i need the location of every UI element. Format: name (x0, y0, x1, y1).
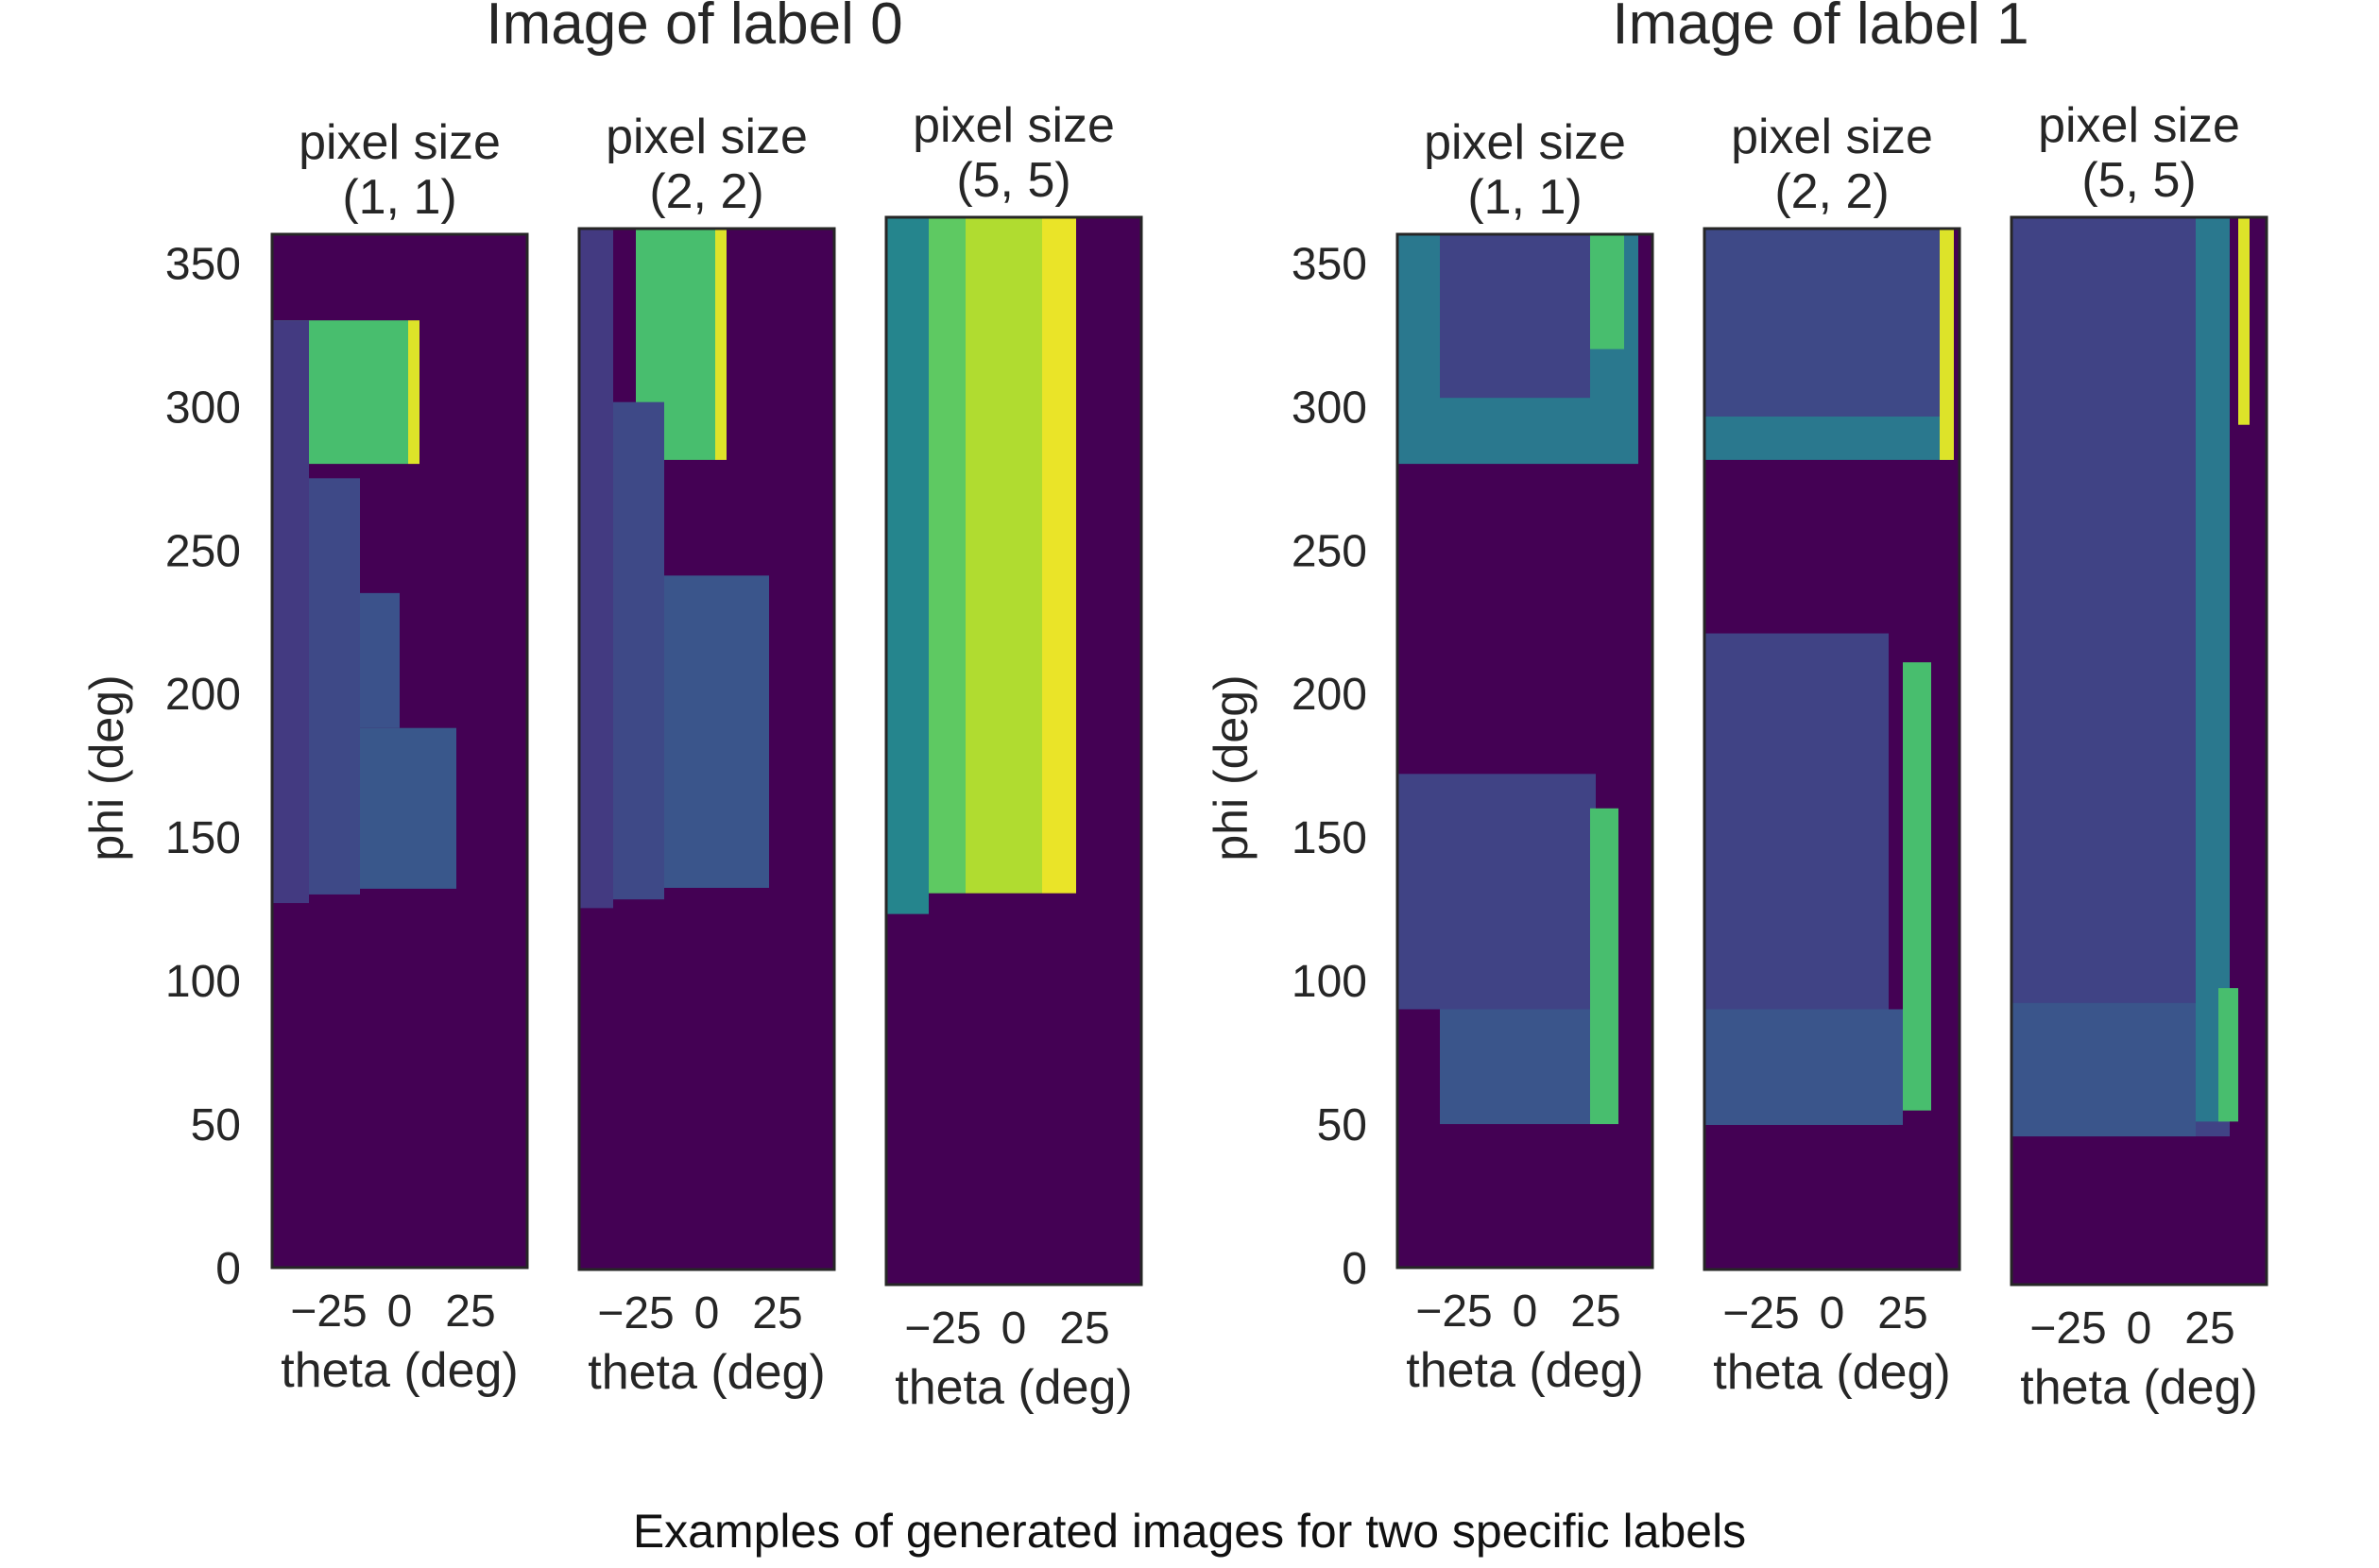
x-axis-label: theta (deg) (588, 1345, 826, 1400)
heatmap-cell (1903, 662, 1931, 1111)
panel-frame (577, 227, 836, 1271)
x-tick-label: −25 (904, 1304, 981, 1354)
panel-3: pixel size(5, 5) −25 0 25 theta (deg) (884, 98, 1143, 1415)
y-axis-label: phi (deg) (1205, 674, 1258, 861)
heatmap-cell (408, 320, 419, 465)
heatmap-cell (579, 229, 613, 909)
x-tick-label: 0 (2127, 1304, 2152, 1354)
heatmap-cell (1704, 1009, 1903, 1125)
y-tick-label: 200 (1292, 670, 1367, 720)
heatmap-cell (886, 217, 929, 914)
figure-caption: Examples of generated images for two spe… (632, 1505, 1747, 1558)
y-tick-label: 350 (1292, 239, 1367, 289)
heatmap-cell (2196, 217, 2230, 1122)
panel-subtitle: (1, 1) (1467, 170, 1582, 225)
heatmap-cell (1440, 1009, 1590, 1125)
x-tick-label: 0 (1513, 1287, 1538, 1337)
group-title: Image of label 1 (1612, 0, 2028, 57)
y-tick-label: 200 (165, 670, 241, 720)
heatmap-cell (2218, 988, 2238, 1122)
y-tick-label: 300 (165, 383, 241, 433)
heatmap-cell (360, 592, 400, 728)
heatmap-cell (1940, 229, 1954, 460)
panel-1: pixel size(1, 1) −25 0 25 theta (deg) 350 300 2… (1292, 115, 1654, 1398)
panel-frame (270, 232, 529, 1270)
panel-title: pixel size (2038, 98, 2240, 153)
panel-title: pixel size (913, 98, 1115, 153)
panel-subtitle: (1, 1) (342, 170, 456, 225)
y-tick-label: 300 (1292, 383, 1367, 433)
heatmap-cell (613, 401, 664, 900)
heatmap-cell (2238, 217, 2250, 425)
heatmap-cell (664, 575, 769, 888)
panel-subtitle: (5, 5) (956, 153, 1070, 208)
panel-frame (1395, 232, 1654, 1270)
panel-subtitle: (5, 5) (2081, 153, 2196, 208)
panel-2: pixel size(2, 2) −25 0 25 theta (deg) (1703, 110, 1961, 1400)
panel-2: pixel size(2, 2) −25 0 25 theta (deg) (577, 110, 836, 1400)
panel-1: pixel size(1, 1) −25 0 25 theta (deg) 350 300 2… (165, 115, 529, 1398)
heatmap-cell (715, 229, 727, 460)
panel-subtitle: (2, 2) (1774, 164, 1889, 219)
panel-title: pixel size (299, 115, 501, 170)
y-tick-label: 150 (1292, 813, 1367, 863)
x-tick-label: 0 (387, 1287, 413, 1337)
x-tick-label: 25 (445, 1287, 495, 1337)
x-tick-label: 25 (1570, 1287, 1620, 1337)
heatmap-cell (1042, 217, 1076, 894)
panel-title: pixel size (606, 110, 808, 164)
heatmap-cell (1397, 774, 1596, 1010)
x-tick-label: 0 (694, 1288, 720, 1338)
panel-3: pixel size(5, 5) −25 0 25 theta (deg) (2010, 98, 2268, 1415)
heatmap-cell (1590, 808, 1618, 1125)
heatmap-cell (360, 727, 456, 889)
y-tick-label: 50 (191, 1100, 241, 1150)
x-tick-label: −25 (1415, 1287, 1492, 1337)
x-tick-label: 25 (1877, 1288, 1927, 1338)
y-tick-label: 100 (1292, 957, 1367, 1007)
x-axis-label: theta (deg) (1406, 1343, 1644, 1398)
panel-title: pixel size (1424, 115, 1626, 170)
heatmap-cell (1440, 234, 1590, 399)
y-tick-label: 0 (1342, 1244, 1367, 1294)
group-title: Image of label 0 (486, 0, 902, 57)
x-tick-label: −25 (2029, 1304, 2106, 1354)
panel-title: pixel size (1731, 110, 1933, 164)
heatmap-cell (272, 320, 309, 904)
x-axis-label: theta (deg) (895, 1360, 1133, 1415)
x-tick-label: −25 (597, 1288, 674, 1338)
panel-frame (884, 215, 1143, 1287)
x-tick-label: 0 (1001, 1304, 1027, 1354)
x-tick-label: −25 (1722, 1288, 1799, 1338)
y-tick-label: 350 (165, 239, 241, 289)
y-tick-label: 150 (165, 813, 241, 863)
y-tick-label: 0 (215, 1244, 241, 1294)
x-tick-label: 25 (2184, 1304, 2234, 1354)
heatmap-cell (2011, 1002, 2196, 1137)
heatmap-cell (929, 217, 966, 894)
y-tick-label: 100 (165, 957, 241, 1007)
y-tick-label: 250 (165, 526, 241, 576)
y-tick-label: 50 (1317, 1100, 1367, 1150)
x-tick-label: 25 (1059, 1304, 1109, 1354)
x-axis-label: theta (deg) (2020, 1360, 2258, 1415)
y-tick-label: 250 (1292, 526, 1367, 576)
x-tick-label: −25 (290, 1287, 367, 1337)
heatmap-cell (2011, 217, 2230, 1137)
heatmap-cell (966, 217, 1042, 894)
panel-subtitle: (2, 2) (649, 164, 763, 219)
y-axis-label: phi (deg) (80, 674, 133, 861)
x-tick-label: 25 (752, 1288, 802, 1338)
panel-frame (2010, 215, 2268, 1287)
heatmap-cell (1704, 229, 1940, 417)
x-axis-label: theta (deg) (1713, 1345, 1951, 1400)
x-axis-label: theta (deg) (281, 1343, 519, 1398)
heatmap-cell (1590, 234, 1624, 349)
heatmap-cell (309, 478, 360, 895)
x-tick-label: 0 (1820, 1288, 1845, 1338)
panel-frame (1703, 227, 1961, 1271)
